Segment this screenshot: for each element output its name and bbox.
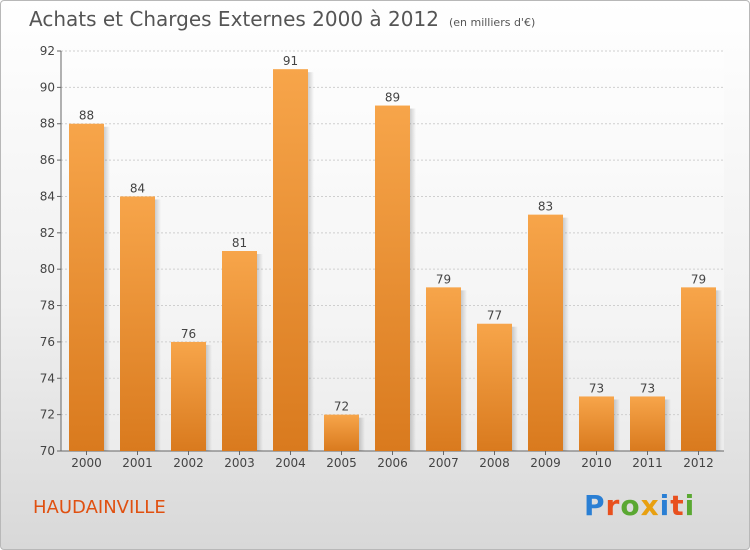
logo-letter: o bbox=[620, 489, 641, 522]
commune-name: HAUDAINVILLE bbox=[33, 497, 166, 518]
x-tick-label: 2003 bbox=[224, 456, 255, 470]
bar-value-label: 73 bbox=[640, 381, 655, 395]
x-tick-label: 2005 bbox=[326, 456, 357, 470]
x-tick-label: 2002 bbox=[173, 456, 204, 470]
bar-shadow bbox=[308, 72, 314, 451]
bar bbox=[579, 396, 614, 451]
bar bbox=[171, 341, 206, 451]
bar-value-label: 72 bbox=[334, 400, 349, 414]
bar bbox=[630, 396, 665, 451]
bar bbox=[273, 69, 308, 451]
y-tick-label: 88 bbox=[40, 117, 55, 131]
bar-shadow bbox=[206, 344, 212, 451]
y-tick-label: 74 bbox=[40, 371, 55, 385]
bar-value-label: 81 bbox=[232, 236, 247, 250]
bar-value-label: 88 bbox=[79, 109, 94, 123]
bar-shadow bbox=[461, 290, 467, 451]
chart-unit: (en milliers d'€) bbox=[448, 16, 536, 29]
chart-title: Achats et Charges Externes 2000 à 2012 bbox=[29, 7, 439, 31]
bar bbox=[222, 251, 257, 451]
bar-shadow bbox=[410, 108, 416, 451]
bar bbox=[69, 123, 104, 452]
x-tick-label: 2009 bbox=[530, 456, 561, 470]
x-tick-label: 2004 bbox=[275, 456, 306, 470]
y-tick-label: 72 bbox=[40, 408, 55, 422]
x-tick-label: 2000 bbox=[71, 456, 102, 470]
proxiti-logo: Proxiti bbox=[584, 489, 695, 522]
logo-letter: i bbox=[684, 489, 696, 522]
bar bbox=[528, 214, 563, 451]
logo-letter: r bbox=[605, 489, 621, 522]
bar-shadow bbox=[359, 417, 365, 451]
bar-value-label: 79 bbox=[691, 272, 706, 286]
bar-shadow bbox=[512, 326, 518, 451]
y-tick-label: 82 bbox=[40, 226, 55, 240]
x-tick-label: 2012 bbox=[683, 456, 714, 470]
bar-shadow bbox=[716, 290, 722, 451]
bar-value-label: 83 bbox=[538, 200, 553, 214]
x-tick-label: 2008 bbox=[479, 456, 510, 470]
bar-value-label: 89 bbox=[385, 91, 400, 105]
bar-shadow bbox=[155, 199, 161, 451]
x-tick-label: 2007 bbox=[428, 456, 459, 470]
logo-letter: x bbox=[640, 489, 660, 522]
bar-value-label: 84 bbox=[130, 181, 145, 195]
x-tick-label: 2001 bbox=[122, 456, 153, 470]
bar bbox=[120, 196, 155, 451]
bar-shadow bbox=[665, 399, 671, 451]
bar bbox=[681, 287, 716, 451]
y-tick-label: 84 bbox=[40, 189, 55, 203]
bar bbox=[426, 287, 461, 451]
logo-letter: t bbox=[670, 489, 685, 522]
y-tick-label: 70 bbox=[40, 444, 55, 458]
bar-value-label: 76 bbox=[181, 327, 196, 341]
bar-value-label: 73 bbox=[589, 381, 604, 395]
x-tick-label: 2011 bbox=[632, 456, 663, 470]
bar bbox=[477, 323, 512, 451]
x-tick-label: 2010 bbox=[581, 456, 612, 470]
y-tick-label: 76 bbox=[40, 335, 55, 349]
bar-value-label: 91 bbox=[283, 54, 298, 68]
chart-title-block: Achats et Charges Externes 2000 à 2012 (e… bbox=[29, 7, 535, 31]
bar-shadow bbox=[614, 399, 620, 451]
y-tick-label: 78 bbox=[40, 299, 55, 313]
bar bbox=[375, 105, 410, 451]
y-tick-label: 90 bbox=[40, 80, 55, 94]
bar bbox=[324, 414, 359, 451]
bar-shadow bbox=[104, 126, 110, 452]
x-tick-label: 2006 bbox=[377, 456, 408, 470]
bar-value-label: 79 bbox=[436, 272, 451, 286]
bar-value-label: 77 bbox=[487, 309, 502, 323]
logo-letter: P bbox=[584, 489, 606, 522]
bar-shadow bbox=[563, 217, 569, 451]
bar-shadow bbox=[257, 254, 263, 451]
y-tick-label: 80 bbox=[40, 262, 55, 276]
y-tick-label: 86 bbox=[40, 153, 55, 167]
y-tick-label: 92 bbox=[40, 44, 55, 58]
logo-letter: i bbox=[659, 489, 671, 522]
